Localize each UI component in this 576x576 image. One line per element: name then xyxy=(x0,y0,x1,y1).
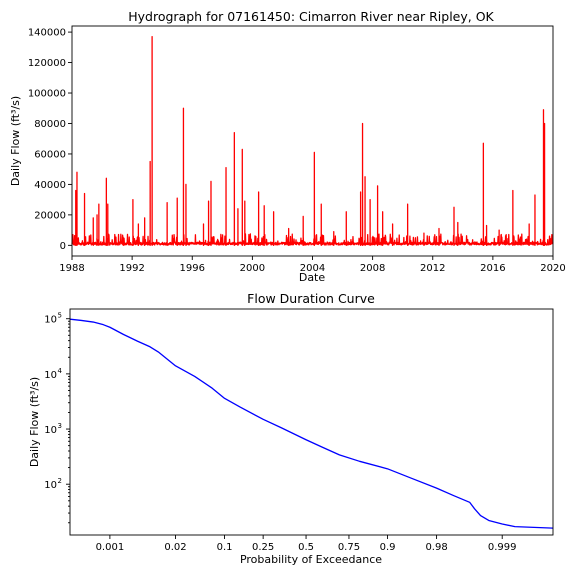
fdc-x-tick-label: 0.1 xyxy=(217,542,233,553)
hydrograph-x-tick-label: 1988 xyxy=(59,263,84,274)
hydrograph-y-label: Daily Flow (ft³/s) xyxy=(9,96,22,186)
fdc-series-line xyxy=(69,318,554,529)
fdc-x-tick-label: 0.001 xyxy=(96,542,125,553)
hydrograph-y-tick-label: 120000 xyxy=(28,58,66,69)
hydrograph-y-tick-label: 100000 xyxy=(28,89,66,100)
hydrograph-x-tick-label: 2004 xyxy=(300,263,325,274)
fdc-marks xyxy=(69,318,554,529)
fdc-x-tick-label: 0.98 xyxy=(425,542,447,553)
hydrograph-series-line xyxy=(71,36,554,246)
hydrograph-x-tick-label: 1996 xyxy=(180,263,205,274)
hydrograph-y-tick-label: 0 xyxy=(60,241,66,252)
hydrograph-x-label: Date xyxy=(299,271,326,284)
fdc-plot-frame xyxy=(69,308,554,536)
fdc-x-tick-label: 0.75 xyxy=(338,542,360,553)
fdc-x-tick-label: 0.02 xyxy=(164,542,186,553)
fdc-x-ticks: 0.001 0.02 0.1 0.25 0.5 0.75 0.9 0.98 0.999 xyxy=(96,535,517,553)
hydrograph-x-tick-label: 1992 xyxy=(119,263,144,274)
hydrograph-y-tick-label: 140000 xyxy=(28,28,66,39)
fdc-y-tick-exponent: 5 xyxy=(58,312,62,320)
hydrograph-x-tick-label: 2012 xyxy=(420,263,445,274)
fdc-x-tick-label: 0.9 xyxy=(380,542,396,553)
fdc-x-label: Probability of Exceedance xyxy=(240,553,382,566)
fdc-x-tick-label: 0.999 xyxy=(488,542,517,553)
hydrograph-x-tick-label: 2016 xyxy=(480,263,505,274)
fdc-x-tick-label: 0.5 xyxy=(298,542,314,553)
fdc-y-label: Daily Flow (ft³/s) xyxy=(28,377,41,467)
hydrograph-x-tick-label: 2020 xyxy=(540,263,565,274)
hydrograph-y-tick-label: 60000 xyxy=(34,149,66,160)
fdc-y-tick-label: 10 xyxy=(44,315,57,326)
flow-duration-chart: Flow Duration Curve 0.001 0.02 0.1 0.25 0.5 0… xyxy=(28,291,554,566)
fdc-y-tick-label: 10 xyxy=(44,480,57,491)
fdc-y-tick-exponent: 2 xyxy=(58,477,62,485)
hydrograph-x-ticks: 1988 1992 1996 2000 2004 2008 2012 2016 2020 xyxy=(59,256,566,274)
hydrograph-y-tick-label: 20000 xyxy=(34,210,66,221)
hydrograph-y-tick-label: 80000 xyxy=(34,119,66,130)
hydrograph-marks xyxy=(71,36,554,246)
hydrograph-x-tick-label: 2000 xyxy=(240,263,265,274)
fdc-y-tick-exponent: 3 xyxy=(58,422,62,430)
hydrograph-y-ticks: 0 20000 40000 60000 80000 100000 120000 140000 xyxy=(28,28,72,252)
hydrograph-x-tick-label: 2008 xyxy=(360,263,385,274)
fdc-y-tick-exponent: 4 xyxy=(58,367,63,375)
hydrograph-title: Hydrograph for 07161450: Cimarron River … xyxy=(128,9,494,24)
fdc-y-tick-label: 10 xyxy=(44,370,57,381)
fdc-x-tick-label: 0.25 xyxy=(252,542,274,553)
fdc-title: Flow Duration Curve xyxy=(247,291,375,306)
hydrograph-y-tick-label: 40000 xyxy=(34,180,66,191)
hydrograph-chart: Hydrograph for 07161450: Cimarron River … xyxy=(9,9,566,284)
fdc-y-tick-label: 10 xyxy=(44,425,57,436)
